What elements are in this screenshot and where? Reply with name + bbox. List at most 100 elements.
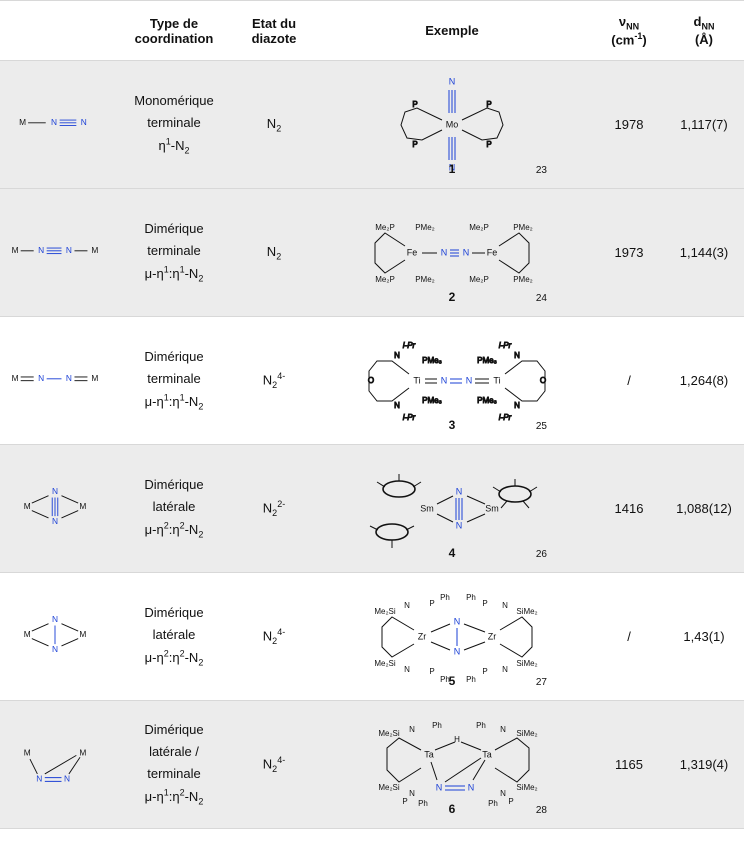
reference-number: 24 (536, 293, 547, 304)
svg-text:N: N (52, 614, 58, 624)
svg-text:Me₂Si: Me₂Si (378, 783, 400, 792)
svg-text:N: N (409, 725, 415, 734)
svg-text:i-Pr: i-Pr (499, 413, 512, 422)
exemple-cell: TaTa N N H Me₂SiMe₂Si NN PhPh (310, 701, 594, 829)
svg-text:P: P (482, 667, 487, 676)
svg-text:P: P (412, 140, 417, 149)
header-schema (0, 1, 110, 61)
svg-text:N: N (514, 351, 520, 360)
header-dnn: dNN (Å) (664, 1, 744, 61)
schema-side-on-triple: M M N N (4, 479, 106, 535)
header-exemple: Exemple (310, 1, 594, 61)
etat-cell: N2 (238, 61, 310, 189)
svg-text:N: N (502, 601, 508, 610)
compound-number: 2 (449, 290, 456, 304)
svg-text:Sm: Sm (420, 503, 434, 513)
exemple-cell: ZrZr N N Me₂SiMe₂Si NN PP PhPh (310, 573, 594, 701)
dnn-sub: NN (701, 22, 714, 32)
svg-text:PMe₂: PMe₂ (513, 275, 533, 284)
svg-text:Ph: Ph (466, 593, 476, 602)
etat-cell: N24- (238, 573, 310, 701)
svg-text:P: P (412, 100, 417, 109)
svg-text:N: N (436, 782, 443, 792)
svg-text:M: M (24, 748, 31, 758)
svg-text:Me₂P: Me₂P (375, 223, 395, 232)
svg-text:Zr: Zr (418, 631, 427, 641)
svg-text:N: N (52, 486, 58, 496)
svg-text:N: N (409, 789, 415, 798)
reference-number: 23 (536, 165, 547, 176)
reference-number: 28 (536, 805, 547, 816)
compound-number: 4 (449, 546, 456, 560)
svg-text:Me₂P: Me₂P (469, 223, 489, 232)
schema-m-nn: M N N (4, 95, 106, 151)
svg-text:Ta: Ta (424, 749, 434, 759)
vnn-unit-r: ) (642, 32, 646, 47)
svg-text:Ta: Ta (482, 749, 492, 759)
svg-text:Me₂Si: Me₂Si (378, 729, 400, 738)
svg-text:Fe: Fe (487, 247, 498, 257)
exemple-cell: FeFe N N Me₂PMe₂P PMe₂PMe₂ Me₂PMe₂P (310, 189, 594, 317)
svg-text:O: O (368, 376, 374, 385)
coordination-table: Type de coordination Etat du diazote Exe… (0, 0, 744, 829)
schema-side-end: M M N N (4, 735, 106, 791)
etat-cell: N24- (238, 701, 310, 829)
svg-text:M: M (79, 501, 86, 511)
svg-text:N: N (52, 644, 58, 654)
svg-text:N: N (51, 117, 57, 127)
svg-text:PMe₃: PMe₃ (477, 356, 497, 365)
svg-text:PMe₃: PMe₃ (477, 396, 497, 405)
coord-cell: Dimérique latérale / terminale μ-η1:η2-N… (110, 701, 238, 829)
svg-text:SiMe₂: SiMe₂ (516, 607, 537, 616)
vnn-cell: 1978 (594, 61, 664, 189)
svg-text:Me₂P: Me₂P (375, 275, 395, 284)
dnn-cell: 1,43(1) (664, 573, 744, 701)
svg-text:P: P (402, 797, 407, 806)
svg-text:N: N (52, 516, 58, 526)
table-row: M M N N Dimérique latérale μ-η2:η2-N2 N2… (0, 573, 744, 701)
svg-text:i-Pr: i-Pr (403, 341, 416, 350)
svg-text:P: P (482, 599, 487, 608)
svg-text:M: M (12, 373, 19, 383)
svg-text:N: N (66, 245, 72, 255)
coord-cell: Dimérique latérale μ-η2:η2-N2 (110, 445, 238, 573)
svg-text:N: N (441, 375, 448, 385)
svg-text:N: N (454, 616, 461, 626)
etat-cell: N24- (238, 317, 310, 445)
svg-text:N: N (36, 774, 42, 784)
svg-text:H: H (454, 735, 460, 744)
vnn-cell: 1165 (594, 701, 664, 829)
vnn-cell: 1416 (594, 445, 664, 573)
exemple-cell: SmSm N N (310, 445, 594, 573)
coord-cell: Monomérique terminale η1-N2 (110, 61, 238, 189)
schema-cell: M N N M (0, 317, 110, 445)
svg-text:Ti: Ti (413, 375, 420, 385)
svg-text:M: M (12, 245, 19, 255)
svg-text:Zr: Zr (488, 631, 497, 641)
dnn-unit: (Å) (695, 32, 713, 47)
schema-m-n-n-m-double: M N N M (4, 351, 106, 407)
etat-cell: N2 (238, 189, 310, 317)
schema-side-on-single: M M N N (4, 607, 106, 663)
svg-text:N: N (404, 601, 410, 610)
reference-number: 26 (536, 549, 547, 560)
svg-text:Ph: Ph (488, 799, 498, 808)
vnn-cell: / (594, 317, 664, 445)
svg-text:M: M (79, 629, 86, 639)
table-row: M N N M Dimérique terminale μ-η1:η1-N2 N… (0, 317, 744, 445)
vnn-unit-l: (cm (611, 32, 634, 47)
svg-text:Me₂Si: Me₂Si (374, 659, 396, 668)
compound-number: 5 (449, 674, 456, 688)
schema-cell: M M N N (0, 445, 110, 573)
svg-text:N: N (64, 774, 70, 784)
svg-text:Ph: Ph (418, 799, 428, 808)
etat-cell: N22- (238, 445, 310, 573)
reference-number: 27 (536, 677, 547, 688)
table-row: M M N N Dimérique latérale / terminale μ… (0, 701, 744, 829)
svg-text:SiMe₂: SiMe₂ (516, 659, 537, 668)
eta-line: μ-η1:η1-N2 (145, 394, 204, 409)
schema-cell: M M N N (0, 573, 110, 701)
svg-text:M: M (24, 501, 31, 511)
vnn-sub: NN (626, 21, 639, 31)
svg-text:Ph: Ph (476, 721, 486, 730)
